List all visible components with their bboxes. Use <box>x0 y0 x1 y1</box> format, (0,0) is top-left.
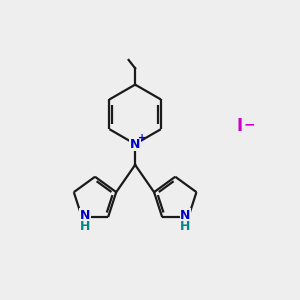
Text: −: − <box>244 118 255 132</box>
Text: N: N <box>130 138 140 151</box>
Text: +: + <box>138 133 146 142</box>
Text: N: N <box>80 209 90 222</box>
Text: N: N <box>180 209 190 222</box>
Text: H: H <box>80 220 90 233</box>
Text: H: H <box>180 220 190 233</box>
Text: I: I <box>236 117 242 135</box>
